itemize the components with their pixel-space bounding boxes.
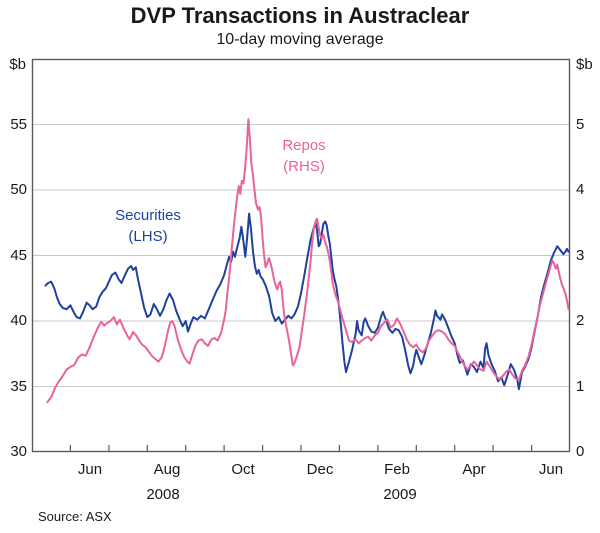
- x-axis-month-aug: Aug: [153, 461, 181, 478]
- left-axis-tick-35: 35: [10, 378, 27, 395]
- left-axis-tick-50: 50: [10, 181, 27, 198]
- right-axis-unit: $b: [576, 56, 593, 73]
- plot-border: [31, 58, 571, 453]
- x-axis-year-2009: 2009: [383, 486, 417, 503]
- right-axis-tick-1: 1: [576, 378, 585, 395]
- x-axis-year-2008: 2008: [146, 486, 180, 503]
- repos-line: [46, 118, 570, 404]
- left-axis-tick-40: 40: [10, 312, 27, 329]
- x-axis-month-oct: Oct: [231, 461, 255, 478]
- left-axis-tick-45: 45: [10, 247, 27, 264]
- legend-securities-label: Securities: [115, 207, 181, 224]
- right-axis-tick-4: 4: [576, 181, 585, 198]
- chart-title: DVP Transactions in Austraclear: [130, 3, 470, 28]
- legend-repos: Repos (RHS): [253, 135, 355, 177]
- x-axis-month-apr: Apr: [462, 461, 486, 478]
- left-axis-unit: $b: [9, 56, 26, 73]
- left-axis-tick-55: 55: [10, 116, 27, 133]
- right-axis-tick-3: 3: [576, 247, 585, 264]
- left-axis-tick-30: 30: [10, 443, 27, 460]
- legend-repos-sublabel: (RHS): [283, 158, 325, 175]
- chart-subtitle: 10-day moving average: [216, 31, 384, 48]
- right-axis-tick-0: 0: [576, 443, 585, 460]
- legend-securities: Securities (LHS): [88, 205, 208, 247]
- x-axis-month-jun: Jun: [538, 461, 564, 478]
- right-axis-tick-2: 2: [576, 312, 585, 329]
- x-axis-month-feb: Feb: [384, 461, 410, 478]
- x-axis-month-jun: Jun: [77, 461, 103, 478]
- legend-securities-sublabel: (LHS): [128, 228, 168, 245]
- right-axis-tick-5: 5: [576, 116, 585, 133]
- x-axis-month-dec: Dec: [306, 461, 334, 478]
- legend-repos-label: Repos: [282, 137, 326, 154]
- source-note: Source: ASX: [38, 509, 112, 524]
